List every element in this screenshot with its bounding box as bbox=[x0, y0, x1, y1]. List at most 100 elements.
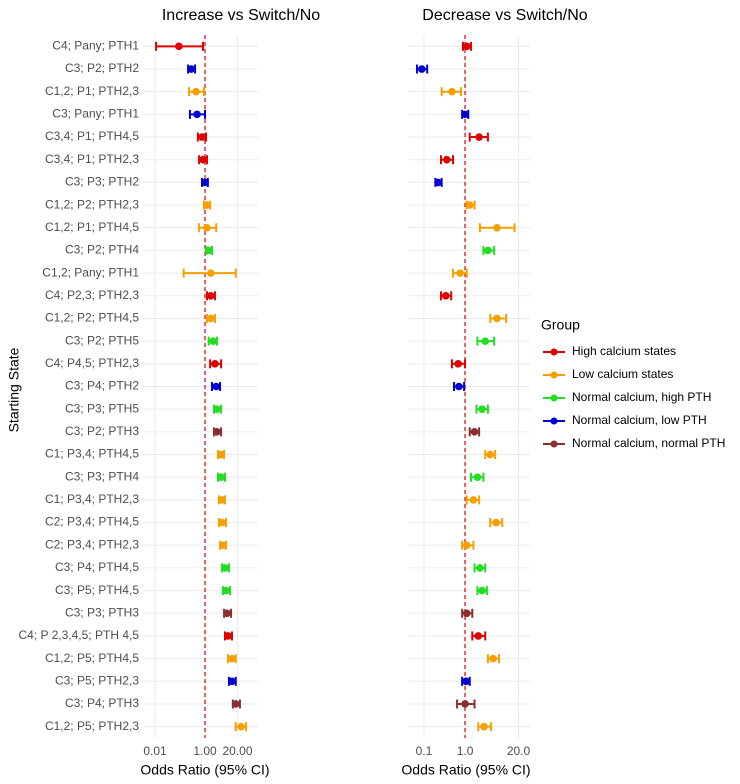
point bbox=[212, 382, 220, 391]
point bbox=[206, 291, 215, 300]
y-tick-label: C4; P 2,3,4,5; PTH 4,5 bbox=[18, 628, 139, 642]
point bbox=[213, 428, 221, 436]
point bbox=[213, 405, 221, 413]
legend-label: Normal calcium, normal PTH bbox=[572, 436, 725, 450]
point bbox=[192, 87, 200, 96]
point bbox=[222, 586, 230, 595]
point bbox=[228, 677, 236, 686]
point bbox=[211, 360, 219, 368]
point bbox=[462, 609, 471, 618]
point bbox=[465, 201, 474, 209]
y-tick-label: C1; P3,4; PTH2,3 bbox=[45, 492, 139, 506]
point bbox=[478, 405, 486, 413]
legend-swatch bbox=[550, 394, 558, 402]
x-tick-label: 1.0 bbox=[457, 744, 474, 758]
point bbox=[481, 337, 490, 345]
legend-label: Normal calcium, high PTH bbox=[572, 390, 711, 404]
point bbox=[473, 473, 482, 482]
point bbox=[476, 564, 484, 572]
point bbox=[462, 541, 471, 550]
y-tick-label: C3,4; P1; PTH2,3 bbox=[45, 152, 139, 166]
point bbox=[204, 246, 213, 255]
point bbox=[206, 269, 215, 277]
point bbox=[489, 654, 497, 663]
point bbox=[228, 654, 236, 663]
point bbox=[221, 564, 229, 572]
legend-swatch bbox=[550, 348, 558, 356]
legend-title: Group bbox=[541, 317, 580, 333]
y-tick-label: C3; P3; PTH4 bbox=[65, 469, 139, 483]
x-axis-label: Odds Ratio (95% CI) bbox=[140, 762, 269, 778]
point bbox=[198, 133, 206, 141]
point bbox=[418, 65, 426, 73]
point bbox=[203, 201, 211, 209]
point bbox=[462, 677, 470, 686]
point bbox=[237, 722, 245, 731]
y-tick-label: C1,2; P5; PTH2,3 bbox=[45, 719, 139, 733]
point bbox=[203, 223, 211, 232]
y-tick-label: C4; Pany; PTH1 bbox=[52, 39, 139, 53]
y-tick-label: C1,2; Pany; PTH1 bbox=[42, 265, 139, 279]
y-tick-label: C3; Pany; PTH1 bbox=[52, 107, 139, 121]
point bbox=[231, 700, 240, 708]
y-tick-label: C3; P4; PTH3 bbox=[65, 696, 139, 710]
legend-label: Normal calcium, low PTH bbox=[572, 413, 707, 427]
y-tick-label: C3; P5; PTH4,5 bbox=[55, 583, 139, 597]
y-axis-label: Starting State bbox=[6, 347, 22, 432]
y-tick-label: C3; P2; PTH3 bbox=[65, 424, 139, 438]
y-tick-label: C3; P2; PTH2 bbox=[65, 61, 139, 75]
y-tick-label: C3; P3; PTH2 bbox=[65, 175, 139, 189]
y-tick-label: C3; P4; PTH2 bbox=[65, 379, 139, 393]
y-tick-label: C4; P2,3; PTH2,3 bbox=[45, 288, 139, 302]
y-tick-label: C3; P2; PTH4 bbox=[65, 243, 139, 257]
point bbox=[493, 314, 501, 323]
legend-swatch bbox=[550, 417, 558, 425]
chart-title: Decrease vs Switch/No bbox=[422, 7, 587, 24]
y-tick-label: C3; P3; PTH3 bbox=[65, 605, 139, 619]
point bbox=[224, 632, 232, 640]
point bbox=[441, 291, 450, 300]
point bbox=[461, 110, 469, 119]
point bbox=[217, 473, 225, 482]
point bbox=[448, 87, 456, 96]
point bbox=[474, 632, 483, 640]
point bbox=[470, 428, 479, 436]
point bbox=[486, 450, 495, 459]
point bbox=[442, 155, 451, 164]
y-tick-label: C3,4; P1; PTH4,5 bbox=[45, 129, 139, 143]
point bbox=[218, 518, 226, 527]
point bbox=[461, 700, 469, 708]
point bbox=[187, 65, 195, 73]
point bbox=[219, 541, 227, 550]
point bbox=[493, 223, 501, 232]
point bbox=[217, 450, 225, 459]
x-tick-label: 20.0 bbox=[507, 744, 531, 758]
point bbox=[492, 518, 500, 527]
point bbox=[480, 722, 488, 731]
point bbox=[475, 133, 483, 141]
chart-title: Increase vs Switch/No bbox=[162, 7, 320, 24]
y-tick-label: C3; P2; PTH5 bbox=[65, 333, 139, 347]
x-axis-label: Odds Ratio (95% CI) bbox=[401, 762, 530, 778]
point bbox=[218, 496, 226, 504]
y-tick-label: C3; P5; PTH2,3 bbox=[55, 673, 139, 687]
x-tick-label: 1.00 bbox=[193, 744, 217, 758]
point bbox=[455, 382, 463, 391]
legend-label: Low calcium states bbox=[572, 367, 673, 381]
point bbox=[201, 178, 209, 187]
point bbox=[206, 314, 215, 323]
x-tick-label: 0.1 bbox=[416, 744, 433, 758]
legend-swatch bbox=[550, 371, 558, 379]
legend-label: High calcium states bbox=[572, 344, 676, 358]
y-tick-label: C3; P4; PTH4,5 bbox=[55, 560, 139, 574]
y-tick-label: C1,2; P2; PTH4,5 bbox=[45, 311, 139, 325]
y-tick-label: C1,2; P1; PTH4,5 bbox=[45, 220, 139, 234]
point bbox=[469, 496, 478, 504]
x-tick-label: 20.00 bbox=[223, 744, 253, 758]
y-tick-label: C2; P3,4; PTH2,3 bbox=[45, 537, 139, 551]
point bbox=[462, 42, 471, 51]
point bbox=[209, 337, 217, 345]
y-tick-label: C1; P3,4; PTH4,5 bbox=[45, 447, 139, 461]
point bbox=[193, 110, 201, 119]
